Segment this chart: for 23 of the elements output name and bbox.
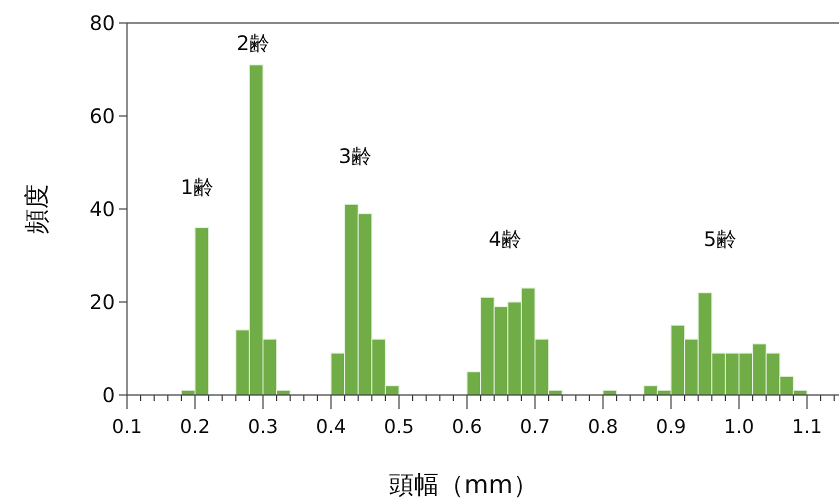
x-axis-title: 頭幅（mm） — [389, 470, 538, 499]
y-tick-label: 0 — [102, 383, 115, 407]
x-tick-label: 0.1 — [112, 416, 142, 438]
x-tick-label: 0.5 — [384, 416, 414, 438]
annotation: 5齢 — [704, 227, 736, 251]
x-tick-label: 1.1 — [792, 416, 822, 438]
x-tick-label: 0.9 — [656, 416, 686, 438]
x-tick-label: 0.3 — [248, 416, 278, 438]
y-tick-label: 60 — [90, 104, 115, 128]
annotation: 2齢 — [236, 31, 270, 55]
y-axis-title: 頻度 — [22, 184, 51, 234]
annotation: 3齢 — [338, 144, 372, 168]
y-tick-label: 40 — [90, 197, 115, 221]
x-tick-label: 0.4 — [316, 416, 346, 438]
x-tick-label: 0.2 — [180, 416, 210, 438]
x-tick-label: 0.6 — [452, 416, 482, 438]
x-tick-label: 1.0 — [724, 416, 754, 438]
annotation: 1齢 — [180, 175, 214, 199]
x-tick-label: 0.7 — [520, 416, 550, 438]
x-tick-label: 0.8 — [588, 416, 618, 438]
y-tick-label: 80 — [90, 11, 115, 35]
annotation: 4齢 — [488, 227, 522, 251]
y-tick-label: 20 — [90, 290, 115, 314]
